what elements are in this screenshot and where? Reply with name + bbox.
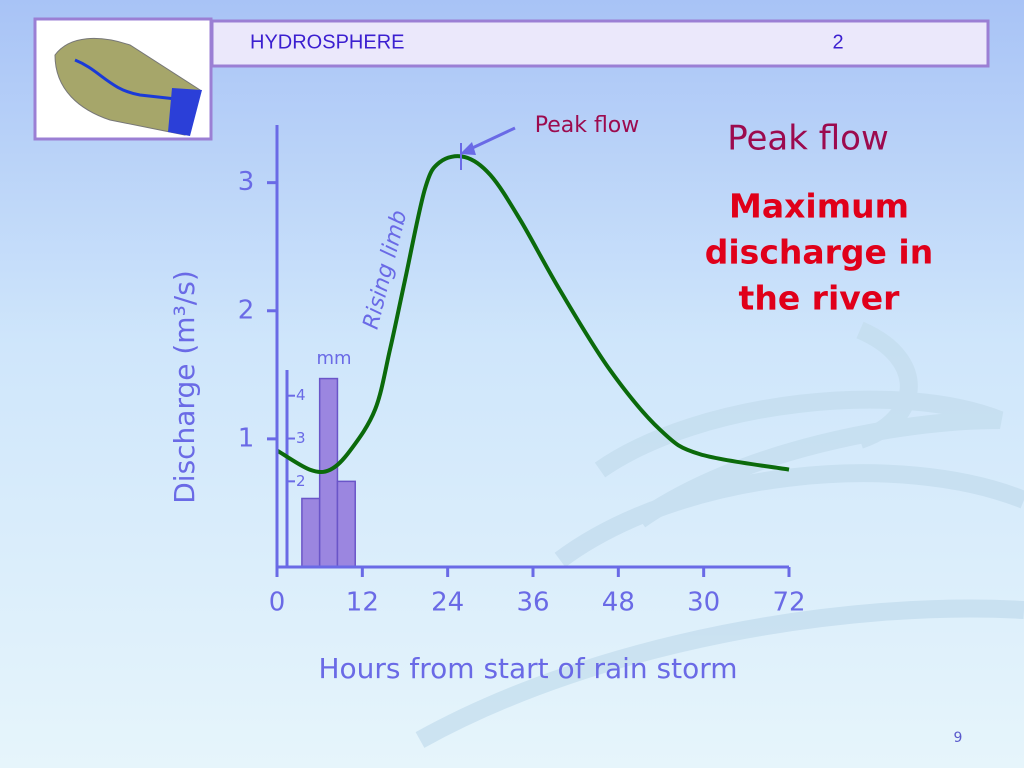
definition-line: Maximum — [729, 187, 909, 226]
x-axis-label: Hours from start of rain storm — [318, 652, 737, 685]
x-tick-label: 12 — [346, 588, 379, 618]
rain-bar — [336, 480, 356, 568]
peak-arrow — [467, 126, 516, 152]
y-tick-label: 2 — [238, 295, 255, 325]
x-tick-label: 48 — [602, 588, 635, 618]
page-number: 9 — [954, 730, 963, 746]
x-tick-label: 0 — [269, 588, 286, 618]
y2-tick-label: 4 — [296, 386, 306, 404]
annotation: Peak flow — [535, 113, 640, 138]
heading: Peak flow — [727, 119, 889, 159]
header-bar — [210, 19, 990, 68]
y2-tick-label: 2 — [296, 472, 306, 490]
discharge-line — [275, 154, 790, 475]
y2-axis-label: mm — [316, 348, 351, 369]
thumbnail-image — [54, 37, 202, 136]
y-tick-label: 3 — [238, 167, 255, 197]
header-number: 2 — [832, 31, 843, 53]
definition-line: discharge in — [705, 233, 933, 272]
header-title: HYDROSPHERE — [250, 31, 404, 53]
x-tick-label: 36 — [516, 588, 549, 618]
y-axis-label: Discharge (m³/s) — [168, 270, 201, 504]
x-tick-label: 30 — [687, 588, 720, 618]
peak-arrowhead — [460, 142, 476, 155]
x-tick-label: 72 — [772, 588, 805, 618]
x-tick-label: 24 — [431, 588, 464, 618]
rain-bar — [301, 497, 321, 568]
y2-tick-label: 3 — [296, 429, 306, 447]
definition-line: the river — [739, 279, 901, 318]
y-tick-label: 1 — [238, 423, 255, 453]
